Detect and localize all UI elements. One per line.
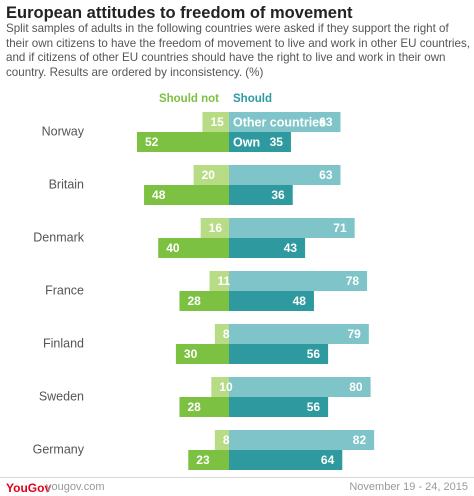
chart-subtitle: Split samples of adults in the following… — [6, 22, 470, 79]
category-label: Sweden — [39, 389, 84, 403]
other-countries-should-not-bar — [193, 165, 229, 185]
should-not-value-label: 11 — [218, 274, 231, 288]
should-not-value-label: 28 — [187, 294, 201, 308]
footer: YouGov yougov.com November 19 - 24, 2015 — [0, 477, 474, 496]
should-not-column-label: Should not — [159, 93, 219, 105]
should-value-label: 56 — [307, 347, 321, 361]
should-not-value-label: 30 — [184, 347, 198, 361]
own-should-bar — [229, 397, 329, 417]
should-value-label: 56 — [307, 400, 321, 414]
chart-title: European attitudes to freedom of movemen… — [6, 4, 353, 22]
yougov-logo: YouGov — [6, 481, 52, 495]
own-should-not-bar — [179, 291, 229, 311]
legend-own: Own — [233, 135, 260, 149]
category-label: Britain — [49, 177, 84, 191]
should-value-label: 79 — [347, 327, 361, 341]
should-not-value-label: 52 — [145, 135, 159, 149]
own-should-bar — [229, 132, 291, 152]
should-not-value-label: 16 — [209, 221, 223, 235]
category-label: France — [45, 283, 84, 297]
should-not-value-label: 8 — [223, 433, 230, 447]
category-label: Finland — [43, 336, 84, 350]
should-value-label: 78 — [346, 274, 360, 288]
should-value-label: 48 — [293, 294, 307, 308]
other-countries-should-not-bar — [214, 430, 229, 450]
own-should-bar — [229, 344, 329, 364]
category-label: Denmark — [33, 230, 84, 244]
own-should-not-bar — [136, 132, 229, 152]
should-value-label: 63 — [319, 168, 333, 182]
site-url: yougov.com — [46, 481, 105, 493]
own-should-not-bar — [175, 344, 229, 364]
own-should-not-bar — [179, 397, 229, 417]
should-value-label: 71 — [333, 221, 347, 235]
other-countries-should-bar — [229, 218, 355, 238]
should-not-value-label: 48 — [152, 188, 166, 202]
legend-other-countries: Other countries — [233, 115, 326, 129]
other-countries-should-bar — [229, 271, 368, 291]
should-not-value-label: 15 — [210, 115, 224, 129]
own-should-not-bar — [188, 450, 229, 470]
should-not-value-label: 40 — [166, 241, 180, 255]
category-label: Germany — [33, 442, 85, 456]
should-not-value-label: 23 — [196, 453, 210, 467]
category-label: Norway — [42, 124, 85, 138]
other-countries-should-not-bar — [200, 218, 229, 238]
should-column-label: Should — [233, 93, 272, 105]
other-countries-should-not-bar — [214, 324, 229, 344]
other-countries-should-not-bar — [209, 271, 229, 291]
should-not-value-label: 20 — [202, 168, 216, 182]
other-countries-should-bar — [229, 165, 341, 185]
should-not-value-label: 10 — [219, 380, 233, 394]
other-countries-should-not-bar — [211, 377, 229, 397]
survey-date: November 19 - 24, 2015 — [349, 481, 468, 493]
should-value-label: 43 — [284, 241, 298, 255]
should-value-label: 36 — [271, 188, 285, 202]
should-value-label: 80 — [349, 380, 363, 394]
other-countries-should-bar — [229, 430, 375, 450]
other-countries-should-bar — [229, 324, 369, 344]
should-not-value-label: 8 — [223, 327, 230, 341]
own-should-bar — [229, 291, 314, 311]
other-countries-should-not-bar — [202, 112, 229, 132]
own-should-bar — [229, 238, 306, 258]
other-countries-should-bar — [229, 377, 371, 397]
other-countries-should-bar — [229, 112, 341, 132]
should-value-label: 64 — [321, 453, 335, 467]
own-should-bar — [229, 185, 293, 205]
should-not-value-label: 28 — [187, 400, 201, 414]
should-value-label: 63 — [319, 115, 333, 129]
own-should-bar — [229, 450, 343, 470]
own-should-not-bar — [158, 238, 229, 258]
should-value-label: 35 — [270, 135, 284, 149]
should-value-label: 82 — [353, 433, 367, 447]
own-should-not-bar — [144, 185, 229, 205]
